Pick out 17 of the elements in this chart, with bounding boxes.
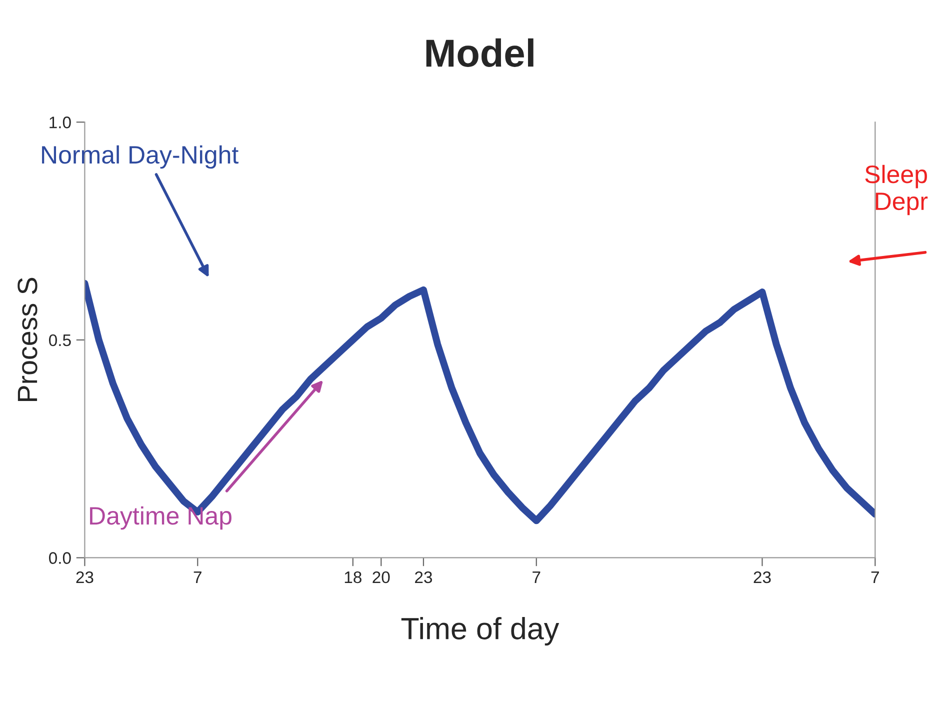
x-axis-title: Time of day: [401, 617, 560, 646]
annotation: Sleep Depr: [865, 164, 928, 216]
x-tick-label: 7: [871, 572, 879, 584]
annotation: Daytime Nap: [90, 506, 232, 530]
x-tick-label: 23: [415, 571, 432, 584]
x-tick-label: 7: [194, 572, 202, 584]
x-tick-label: 18: [344, 571, 362, 584]
y-tick-label: 0.5: [49, 334, 71, 346]
y-tick-label: 1.0: [50, 116, 71, 128]
x-tick-label: 20: [372, 571, 390, 584]
x-tick-label: 7: [532, 572, 540, 584]
chart-title: Model: [426, 38, 534, 67]
annotation: Normal Day-Night: [42, 145, 238, 169]
y-axis-title: Process S: [18, 278, 38, 401]
x-tick-label: 23: [76, 571, 94, 584]
x-tick-label: 23: [754, 571, 771, 584]
y-tick-label: 0.0: [49, 552, 71, 564]
